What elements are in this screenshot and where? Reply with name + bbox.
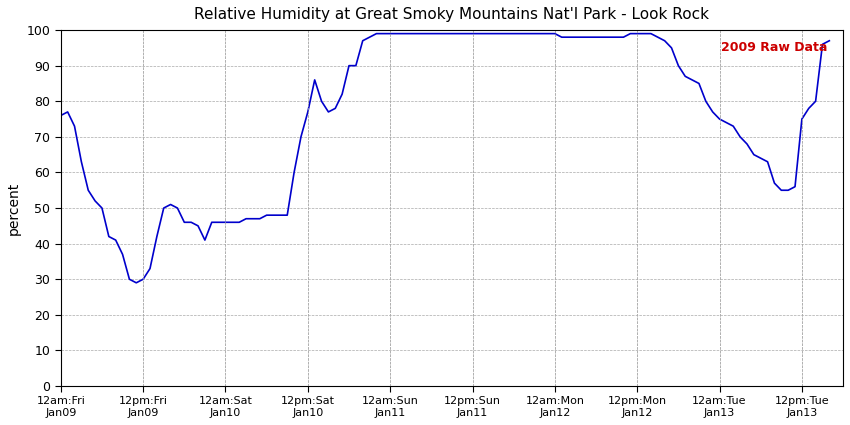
Text: 2009 Raw Data: 2009 Raw Data: [721, 41, 827, 54]
Title: Relative Humidity at Great Smoky Mountains Nat'l Park - Look Rock: Relative Humidity at Great Smoky Mountai…: [195, 7, 710, 22]
Y-axis label: percent: percent: [7, 181, 21, 235]
